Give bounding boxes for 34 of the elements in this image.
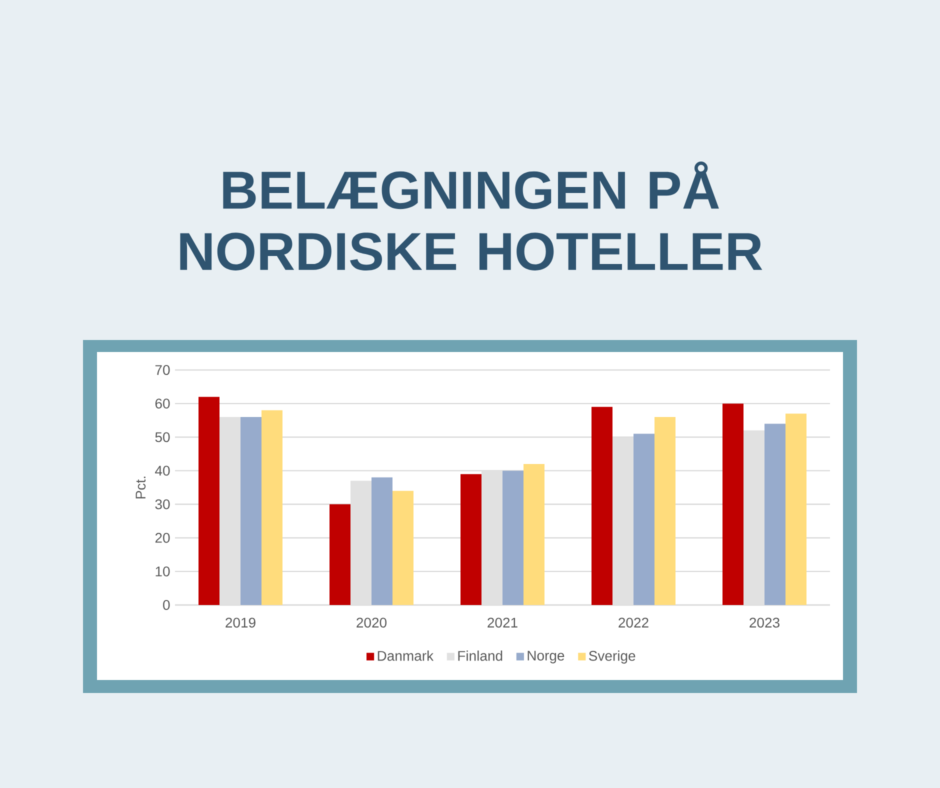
bar <box>502 470 524 605</box>
x-tick-label: 2022 <box>618 618 648 628</box>
bar <box>786 414 806 605</box>
bar <box>764 424 786 605</box>
x-tick-label: 2019 <box>226 618 256 628</box>
bar <box>372 477 392 605</box>
legend-label: Finland <box>458 650 502 661</box>
y-tick-label: 10 <box>156 566 170 576</box>
bar <box>524 464 545 605</box>
y-axis-title: Pct. <box>136 476 146 498</box>
bar <box>240 417 262 605</box>
bar <box>460 474 482 605</box>
y-tick-label: 60 <box>155 398 170 409</box>
legend-label: Norge <box>528 650 564 664</box>
bar <box>634 434 654 605</box>
bar <box>262 410 283 605</box>
bar <box>722 404 744 605</box>
y-tick-label: 0 <box>163 600 170 610</box>
y-tick-label: 30 <box>155 499 170 510</box>
bar <box>330 504 350 605</box>
x-tick-label: 2020 <box>356 618 387 628</box>
bar <box>392 490 414 605</box>
y-tick-label: 50 <box>155 432 170 442</box>
legend-label: Danmark <box>378 650 434 661</box>
y-tick-label: 70 <box>155 365 170 375</box>
x-tick-label: 2021 <box>488 618 518 628</box>
bar <box>654 417 676 605</box>
y-tick-label: 40 <box>155 466 170 476</box>
y-tick-label: 20 <box>155 532 170 543</box>
x-tick-label: 2023 <box>750 618 780 628</box>
bar <box>592 406 612 605</box>
legend-label: Sverige <box>588 650 636 664</box>
bar <box>198 396 220 605</box>
chart-title: BELÆGNINGEN PÅ NORDISKE HOTELLER <box>180 162 762 270</box>
